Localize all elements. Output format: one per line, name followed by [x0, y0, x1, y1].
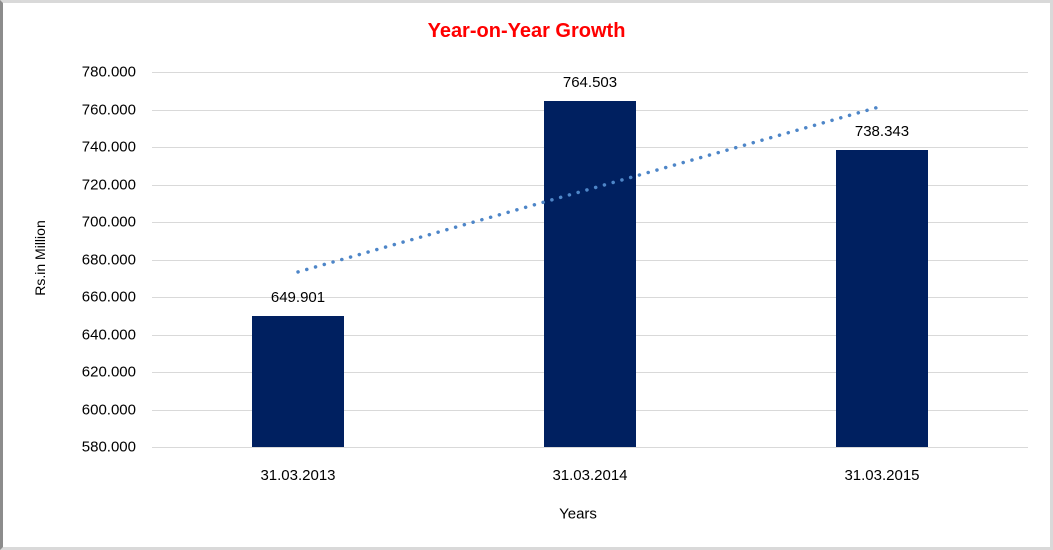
- bar-31.03.2013: [252, 315, 344, 447]
- y-tick-label: 660.000: [81, 288, 136, 306]
- x-axis-title: Years: [559, 505, 597, 523]
- y-tick-label: 600.000: [81, 401, 136, 418]
- bar-value-label: 738.343: [854, 123, 910, 141]
- y-tick-label: 580.000: [81, 438, 136, 456]
- y-tick-label: 620.000: [81, 363, 136, 381]
- bar-value-label: 764.503: [562, 74, 618, 92]
- y-tick-label: 740.000: [81, 138, 136, 156]
- x-tick-label: 31.03.2014: [552, 467, 628, 484]
- chart-title: Year-on-Year Growth: [427, 20, 626, 42]
- bar-31.03.2014: [544, 101, 636, 447]
- y-tick-label: 780.000: [81, 63, 136, 81]
- y-tick-label: 700.000: [81, 213, 136, 231]
- bar-value-label: 649.901: [270, 288, 326, 306]
- y-tick-label: 680.000: [81, 251, 136, 268]
- gridline: [152, 72, 1028, 73]
- gridline: [152, 447, 1028, 448]
- y-tick-label: 720.000: [81, 176, 136, 193]
- x-tick-label: 31.03.2015: [844, 467, 920, 484]
- y-tick-label: 760.000: [81, 101, 136, 118]
- y-tick-label: 640.000: [81, 326, 136, 343]
- bar-31.03.2015: [836, 150, 928, 447]
- x-tick-label: 31.03.2013: [260, 467, 336, 484]
